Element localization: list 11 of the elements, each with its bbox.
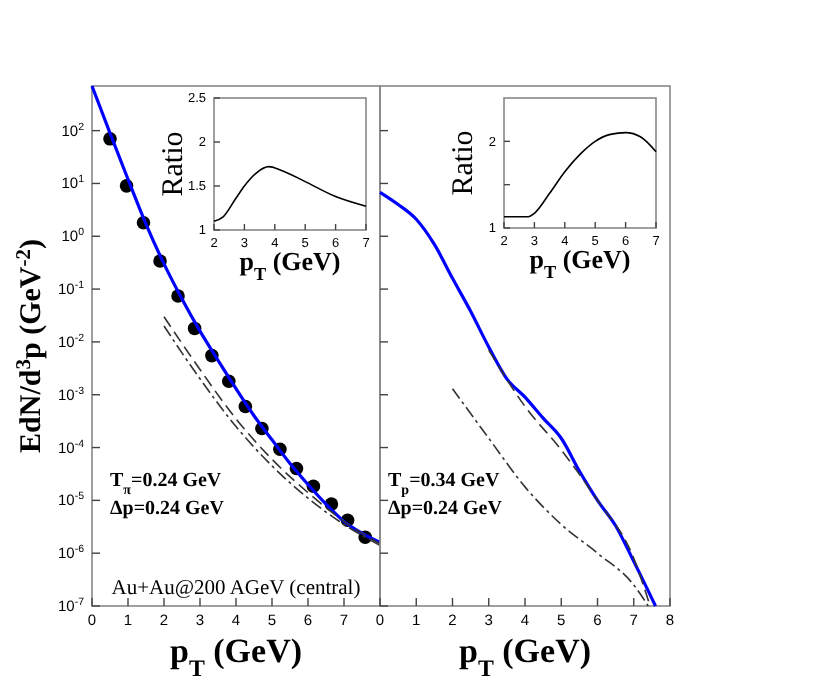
y-axis-title: Ratio (158, 131, 190, 197)
x-axis-title: p$_{T}$ (GeV) (239, 246, 341, 284)
annotation: T$_{p}$=0.34 GeV (388, 470, 501, 498)
annotation: Δp=0.24 GeV (110, 498, 226, 520)
annotation: Au+Au@200 AGeV (central) (111, 578, 362, 600)
y-axis-title: Ratio (448, 130, 480, 196)
annotation: Δp=0.24 GeV (388, 498, 504, 520)
x-axis-title: p$_{T}$ (GeV) (529, 244, 631, 282)
annotation: T$_{π}$=0.24 GeV (110, 470, 223, 498)
x-axis-title: p$_{T}$ (GeV) (458, 632, 592, 682)
x-axis-title: p$_{T}$ (GeV) (169, 632, 303, 682)
